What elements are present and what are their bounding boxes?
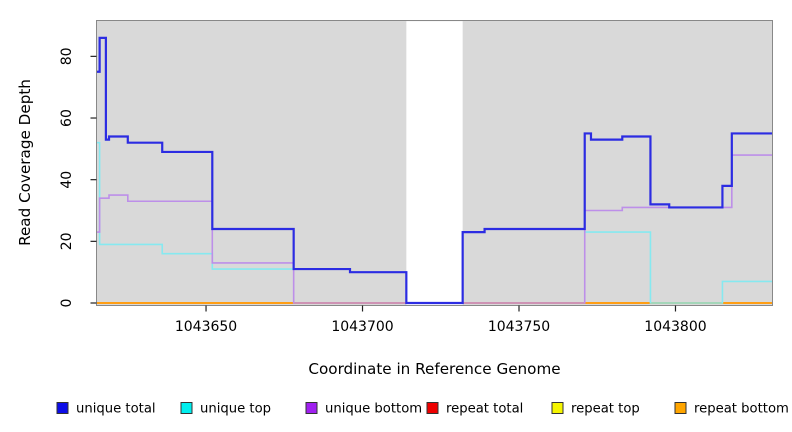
- x-axis-tick-label: 1043700: [331, 319, 393, 335]
- plot-box: [96, 20, 773, 306]
- x-axis-tick-label: 1043800: [644, 319, 706, 335]
- legend-swatch-repeat-bottom: [674, 402, 687, 414]
- legend-swatch-repeat-total: [426, 402, 439, 414]
- legend-label-repeat-top: repeat top: [571, 402, 640, 417]
- series-line-unique-bottom: [96, 154, 773, 304]
- legend-label-repeat-bottom: repeat bottom: [694, 402, 789, 417]
- legend-label-unique-bottom: unique bottom: [325, 402, 422, 417]
- y-axis-tick-label: 0: [59, 299, 75, 308]
- y-axis-tick-label: 40: [59, 171, 75, 189]
- x-axis-title: Coordinate in Reference Genome: [308, 360, 560, 378]
- legend-label-unique-top: unique top: [200, 402, 271, 417]
- legend-label-repeat-total: repeat total: [446, 402, 523, 417]
- y-axis-tick-label: 20: [59, 232, 75, 250]
- legend-swatch-repeat-top: [551, 402, 564, 414]
- x-axis-tick-label: 1043650: [175, 319, 237, 335]
- y-axis-tick-label: 60: [59, 109, 75, 127]
- legend-label-unique-total: unique total: [76, 402, 156, 417]
- y-axis-title: Read Coverage Depth: [16, 79, 34, 246]
- no-data-gap: [406, 21, 463, 306]
- legend-swatch-unique-top: [180, 402, 193, 414]
- y-axis-tick-label: 80: [59, 47, 75, 65]
- x-axis-tick-label: 1043750: [488, 319, 550, 335]
- legend-swatch-unique-total: [56, 402, 69, 414]
- series-line-unique-total: [96, 36, 773, 305]
- legend-swatch-unique-bottom: [305, 402, 318, 414]
